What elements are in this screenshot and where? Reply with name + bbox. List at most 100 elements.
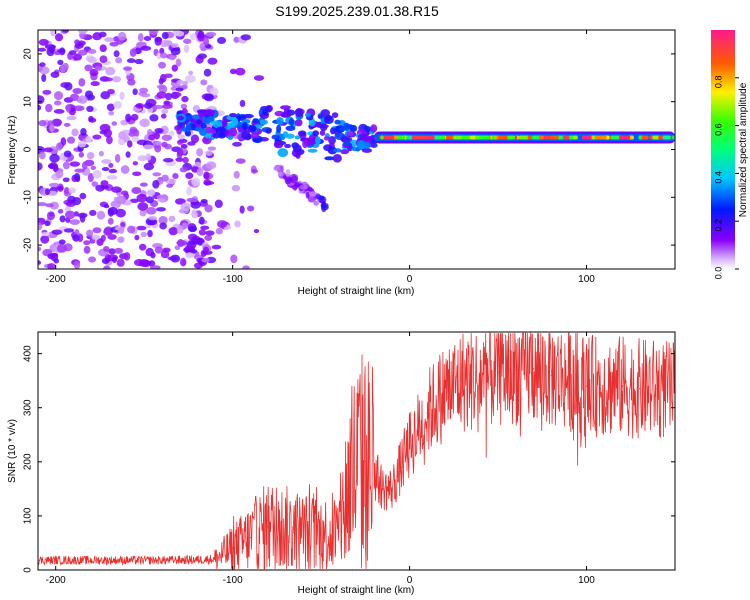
- spectrogram-cell: [163, 100, 171, 106]
- spectrogram-cell: [181, 222, 188, 229]
- spectrogram-cell: [300, 184, 308, 190]
- y-tick-label: -10: [23, 190, 34, 205]
- spectrogram-cell: [51, 229, 63, 235]
- spectrogram-cell: [72, 234, 80, 242]
- spectrogram-cell: [284, 143, 292, 149]
- spectrogram-cell: [80, 127, 87, 136]
- spectrogram-cell: [102, 77, 113, 82]
- spectrogram-cell: [38, 162, 43, 171]
- x-tick-label: -200: [46, 274, 66, 285]
- spectrogram-cell: [125, 151, 131, 158]
- spectrogram-cell: [276, 117, 284, 126]
- spectrogram-cell: [316, 195, 325, 200]
- spectrogram-cell: [111, 186, 122, 193]
- spectrogram-cell: [159, 222, 167, 230]
- spectrogram-cell: [38, 222, 43, 231]
- snr-point: [462, 380, 464, 382]
- spectrogram-cell: [51, 118, 62, 127]
- spectrogram-cell: [129, 48, 137, 57]
- carrier-segment: [382, 135, 395, 140]
- spectrogram-cell: [58, 239, 66, 245]
- spectrogram-cell: [107, 217, 114, 225]
- spectrogram-cell: [276, 124, 282, 133]
- spectrogram-cell: [231, 184, 241, 192]
- spectrogram-cell: [201, 257, 210, 263]
- carrier-segment: [497, 135, 508, 140]
- carrier-segment: [641, 135, 649, 140]
- spectrogram-cell: [134, 234, 140, 241]
- spectrogram-cell: [333, 148, 342, 153]
- spectrogram-cell: [99, 44, 107, 53]
- spectrogram-cell: [190, 134, 200, 144]
- spectrogram-cell: [129, 198, 139, 203]
- snr-point: [550, 374, 552, 376]
- snr-point: [382, 488, 384, 490]
- spectrogram-cell: [138, 258, 150, 268]
- spectrogram-cell: [161, 174, 169, 182]
- spectrogram-cell: [179, 257, 187, 267]
- spectrogram-cell: [331, 112, 339, 119]
- spectrogram-cell: [203, 171, 210, 180]
- snr-point: [90, 559, 92, 561]
- spectrogram-cell: [159, 52, 168, 59]
- snr-series-line: [38, 332, 675, 570]
- spectrogram-cell: [176, 80, 185, 85]
- spectrogram-cell: [197, 32, 206, 42]
- spectrogram-cell: [205, 31, 217, 37]
- spectrogram-cell: [202, 136, 212, 145]
- spectrogram-cell: [39, 62, 46, 67]
- spectrogram-cell: [251, 131, 259, 139]
- spectrogram-cell: [277, 171, 283, 177]
- spectrogram-cell: [131, 186, 142, 195]
- spectrogram-cell: [184, 74, 196, 83]
- spectrogram-cell: [330, 127, 336, 135]
- spectrogram-cell: [69, 161, 81, 167]
- spectrogram-cell: [96, 238, 104, 246]
- spectrogram-cell: [196, 148, 204, 157]
- snr-x-label: Height of straight line (km): [298, 585, 415, 596]
- spectrogram-cell: [68, 50, 77, 56]
- spectrogram-cell: [160, 113, 167, 119]
- y-tick-label: 400: [23, 345, 34, 362]
- spectrogram-cell: [57, 48, 66, 53]
- spectrogram-cell: [55, 185, 64, 191]
- snr-point: [479, 377, 481, 379]
- spectrogram-cell: [281, 111, 291, 118]
- spectrogram-cell: [183, 38, 192, 44]
- spectrogram-cell: [49, 124, 55, 133]
- spectrogram-cell: [161, 31, 169, 40]
- spectrogram-cell: [56, 243, 68, 253]
- spectrogram-cell: [100, 91, 111, 100]
- spectrogram-cell: [148, 30, 159, 36]
- spectrogram-cell: [204, 204, 213, 213]
- snr-y-label: SNR (10 * v/v): [7, 419, 18, 483]
- carrier-segment: [439, 135, 446, 140]
- spectrogram-cell: [172, 92, 182, 98]
- spectrogram-cell: [96, 210, 106, 220]
- colorbar-tick-label: 0.4: [713, 171, 723, 184]
- snr-point: [497, 371, 499, 374]
- spectrogram-cell: [140, 231, 147, 238]
- spectrogram-cell: [180, 103, 188, 110]
- spectrogram-cell: [307, 196, 316, 203]
- spectrogram-cell: [262, 109, 268, 115]
- spectrogram-cell: [215, 126, 226, 135]
- spectrogram-cell: [119, 91, 125, 100]
- spectrogram-cell: [62, 62, 69, 71]
- spectrogram-cell: [90, 165, 97, 171]
- spectrogram-cell: [63, 122, 71, 127]
- spectrogram-cell: [186, 197, 198, 203]
- spectrogram-cell: [289, 175, 299, 184]
- spectrogram-cell: [38, 47, 47, 52]
- spectrogram-cell: [137, 202, 149, 211]
- spectrogram-cell: [71, 128, 79, 137]
- spectrogram-cell: [229, 112, 238, 118]
- spectrogram-cell: [157, 198, 167, 203]
- spectrogram-cell: [131, 135, 140, 142]
- spectrogram-cell: [207, 146, 217, 151]
- spectrogram-cell: [229, 68, 237, 75]
- spectrogram-cell: [186, 186, 192, 196]
- spectrogram-cell: [137, 33, 144, 42]
- spectrogram-cell: [308, 191, 317, 197]
